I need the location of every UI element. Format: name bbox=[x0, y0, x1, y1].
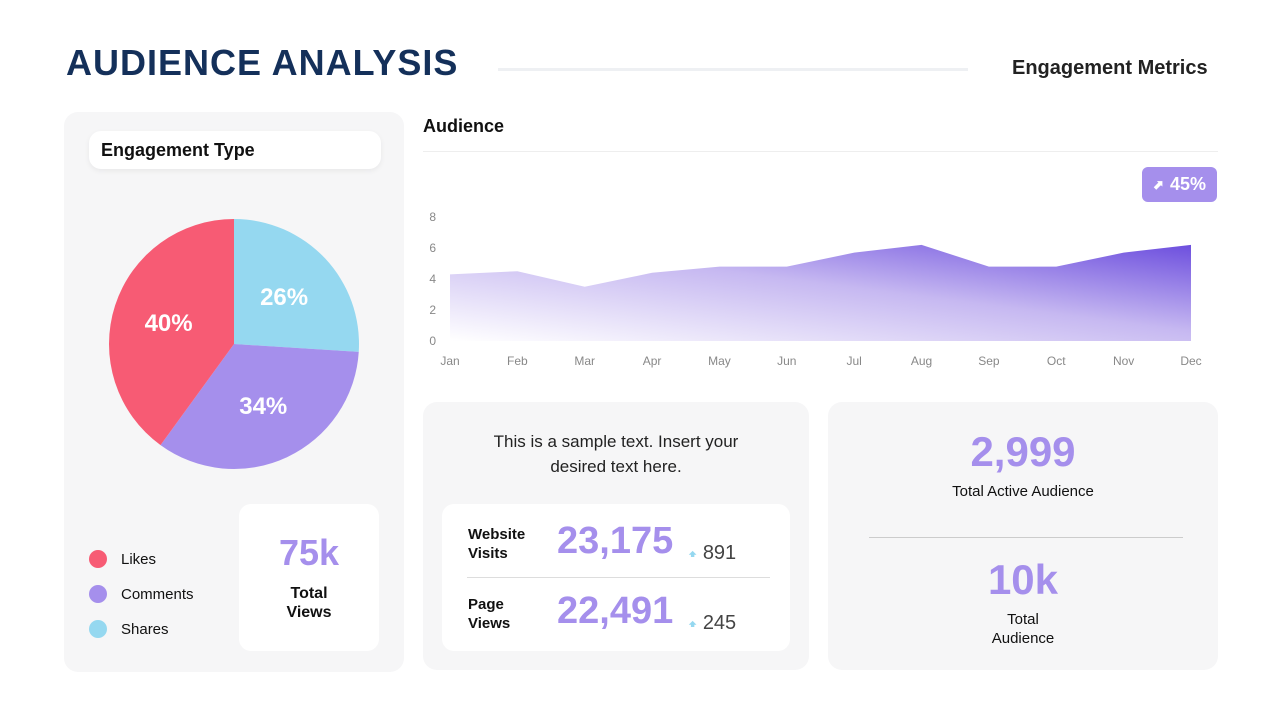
pie-label-likes: 40% bbox=[145, 310, 193, 337]
legend-item-likes: Likes bbox=[89, 550, 194, 568]
arrow-up-icon: 🠹 bbox=[688, 616, 698, 633]
stat-label: Page Views bbox=[468, 596, 511, 632]
pie-slice-likes bbox=[109, 219, 234, 446]
pie-slice-shares bbox=[234, 219, 359, 352]
x-tick-label: Mar bbox=[574, 354, 595, 368]
pie-chart: 26% 34% 40% bbox=[109, 219, 359, 469]
x-tick-label: Jul bbox=[847, 354, 862, 368]
legend-label: Comments bbox=[121, 585, 194, 603]
legend-label: Shares bbox=[121, 620, 169, 638]
page-subtitle: Engagement Metrics bbox=[1012, 57, 1208, 79]
x-tick-label: Sep bbox=[978, 354, 1000, 368]
pie-legend: Likes Comments Shares bbox=[89, 550, 194, 638]
growth-badge: ⬈ 45% bbox=[1142, 167, 1217, 202]
total-audience-value: 10k bbox=[987, 556, 1059, 603]
total-views-card: 75k Total Views bbox=[239, 504, 379, 651]
y-tick-label: 8 bbox=[429, 210, 436, 224]
legend-label: Likes bbox=[121, 550, 157, 568]
divider bbox=[467, 577, 770, 578]
active-audience-value: 2,999 bbox=[970, 428, 1076, 475]
x-tick-label: Feb bbox=[507, 354, 528, 368]
x-tick-label: Apr bbox=[643, 354, 662, 368]
page-title: AUDIENCE ANALYSIS bbox=[66, 42, 459, 83]
legend-item-shares: Shares bbox=[89, 620, 194, 638]
pie-label-shares: 26% bbox=[260, 284, 308, 311]
audience-title: Audience bbox=[423, 116, 505, 136]
x-tick-label: Dec bbox=[1180, 354, 1201, 368]
y-tick-label: 0 bbox=[429, 334, 436, 348]
legend-item-comments: Comments bbox=[89, 585, 194, 603]
x-tick-label: May bbox=[708, 354, 731, 368]
area-chart: 0 2 4 6 8 Jan Feb Mar Apr May Jun Jul Aug Sep Oct Nov De… bbox=[429, 210, 1201, 368]
stat-delta: 🠹 245 bbox=[688, 612, 737, 634]
legend-dot-icon bbox=[89, 620, 107, 638]
divider bbox=[423, 151, 1218, 152]
total-views-label: Total Views bbox=[286, 585, 332, 621]
stat-value: 22,491 bbox=[557, 590, 674, 632]
stat-delta: 🠹 891 bbox=[688, 542, 737, 564]
legend-dot-icon bbox=[89, 550, 107, 568]
engagement-title: Engagement Type bbox=[89, 131, 381, 169]
stat-value: 23,175 bbox=[557, 520, 674, 562]
arrow-up-icon: 🠹 bbox=[688, 546, 698, 563]
legend-dot-icon bbox=[89, 585, 107, 603]
total-views-value: 75k bbox=[278, 532, 340, 573]
total-audience-label: Total Audience bbox=[991, 611, 1055, 647]
sample-text: This is a sample text. Insert your desir… bbox=[493, 432, 739, 476]
y-tick-label: 4 bbox=[429, 272, 436, 286]
divider bbox=[498, 68, 968, 71]
active-audience-label: Total Active Audience bbox=[952, 483, 1094, 500]
summary-panel bbox=[828, 402, 1218, 670]
stat-label: Website Visits bbox=[468, 526, 526, 562]
arrow-up-right-icon: ⬈ bbox=[1153, 176, 1164, 192]
x-tick-label: Jun bbox=[777, 354, 796, 368]
x-tick-label: Oct bbox=[1047, 354, 1066, 368]
x-tick-label: Jan bbox=[440, 354, 459, 368]
area-series bbox=[450, 244, 1191, 341]
y-tick-label: 2 bbox=[429, 303, 436, 317]
pie-label-comments: 34% bbox=[239, 393, 287, 420]
divider bbox=[869, 537, 1183, 538]
pie-slice-comments bbox=[160, 344, 359, 469]
y-tick-label: 6 bbox=[429, 241, 436, 255]
x-tick-label: Aug bbox=[911, 354, 932, 368]
x-tick-label: Nov bbox=[1113, 354, 1134, 368]
growth-value: 45% bbox=[1169, 174, 1206, 194]
